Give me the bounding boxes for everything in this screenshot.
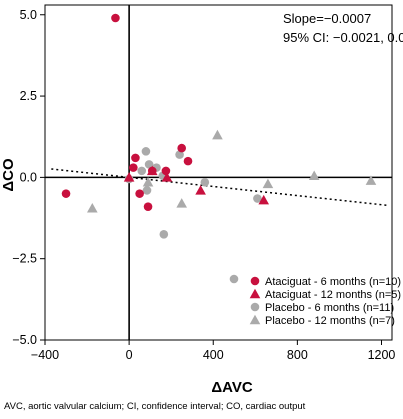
legend-marker [250,302,260,312]
footnote: AVC, aortic valvular calcium; CI, confid… [4,401,306,412]
data-point-circle [144,160,154,169]
x-tick-label: 400 [203,348,224,362]
legend: Ataciguat - 6 months (n=10)Ataciguat - 1… [249,276,401,327]
data-point-circle [159,229,169,239]
data-point-circle [175,150,184,159]
data-point-triangle [212,129,223,140]
y-tick-label: 2.5 [20,89,37,103]
data-point-circle [131,153,140,163]
data-point-triangle [308,170,320,180]
data-point-circle [229,274,239,284]
data-point-triangle [258,194,270,205]
data-point-triangle [87,202,98,213]
data-point-circle [111,13,120,23]
x-tick-label: 0 [126,348,133,362]
data-point-triangle [176,198,187,208]
data-points [61,13,377,284]
data-point-triangle [365,175,377,185]
plot-frame [44,4,393,341]
x-axis-label: ΔAVC [211,379,253,396]
data-point-triangle [146,165,158,176]
y-tick-label: 5.0 [20,8,37,22]
data-point-circle [253,194,262,203]
data-point-circle [200,177,210,187]
data-point-circle [143,202,153,211]
data-point-circle [177,143,186,153]
ci-annotation: 95% CI: −0.0021, 0.0008 [283,30,403,45]
axes: −400 0 400 800 1200 −5.0 −2.5 0.0 2.5 5.0 [12,8,395,362]
data-point-circle [137,166,147,176]
data-point-circle [142,186,152,195]
legend-label: Ataciguat - 6 months (n=10) [265,276,401,288]
data-point-circle [183,156,193,166]
y-tick-label: 0.0 [20,170,37,184]
data-point-circle [141,147,151,156]
data-point-circle [61,189,71,198]
x-tick-label: 800 [287,348,308,362]
data-point-circle [135,189,144,198]
y-axis-label: ΔCO [0,158,17,192]
legend-label: Placebo - 6 months (n=11) [265,302,394,314]
x-tick-label: 1200 [368,348,396,362]
data-point-triangle [142,176,154,187]
y-tick-label: −5.0 [12,333,37,347]
x-tick-label: −400 [31,348,59,362]
legend-label: Placebo - 12 months (n=7) [265,315,395,327]
data-point-triangle [262,178,274,189]
legend-marker [249,314,261,325]
data-point-circle [129,163,138,172]
data-point-triangle [161,172,173,182]
legend-marker [250,276,260,286]
scatter-chart: −400 0 400 800 1200 −5.0 −2.5 0.0 2.5 5.0 Slope=−… [0,4,403,396]
y-tick-label: −2.5 [12,252,37,266]
legend-label: Ataciguat - 12 months (n=5) [265,289,401,301]
data-point-circle [161,166,171,176]
slope-annotation: Slope=−0.0007 [283,11,371,26]
data-point-triangle [123,172,135,182]
data-point-triangle [195,185,206,195]
regression-line [51,168,388,207]
legend-marker [249,288,261,299]
